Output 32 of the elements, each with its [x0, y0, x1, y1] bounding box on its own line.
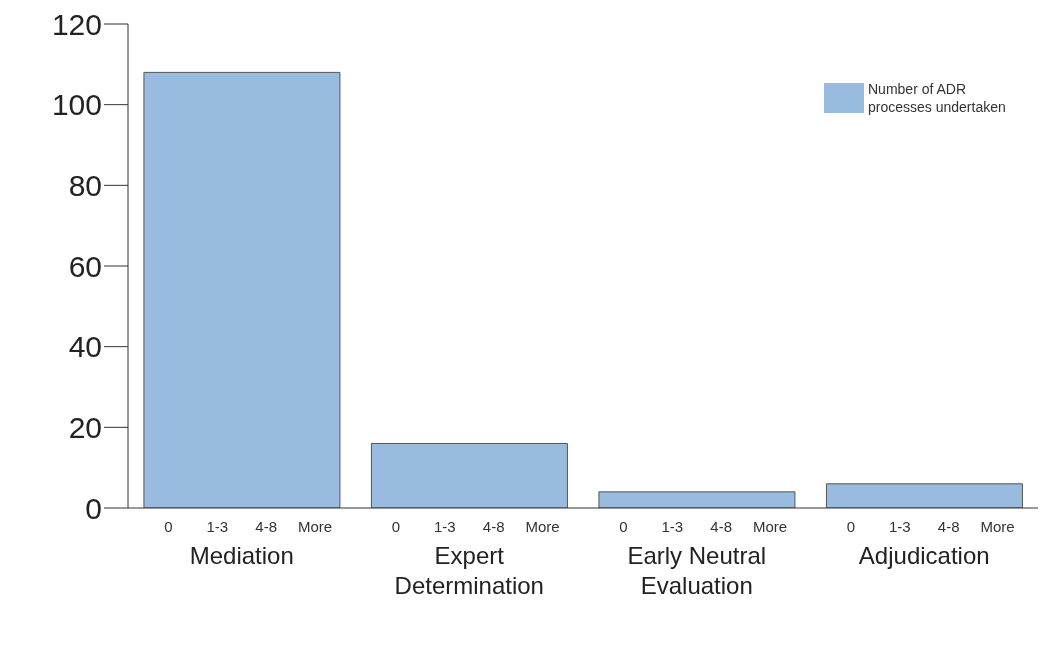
x-tick-label: Early Neutral Evaluation	[627, 542, 767, 599]
x-tick-label: Expert Determination	[394, 542, 544, 599]
y-tick-label: 60	[68, 249, 102, 283]
text: 1-3	[661, 518, 684, 535]
bar	[370, 442, 568, 508]
text: 4-8	[482, 518, 505, 535]
text: 1-3	[888, 518, 911, 535]
y-tick-label: 20	[68, 410, 102, 444]
text: More	[980, 518, 1015, 535]
y-tick-label: 120	[51, 7, 102, 41]
text: More	[525, 518, 560, 535]
x-tick-label: Mediation	[189, 542, 294, 569]
text: More	[753, 518, 788, 535]
y-tick-label: 80	[68, 168, 102, 202]
y-tick-label: 0	[85, 491, 102, 525]
bar	[825, 483, 1023, 508]
text: 0	[391, 518, 401, 535]
legend-label: Number of ADR processes undertaken	[868, 80, 1007, 116]
text: 4-8	[937, 518, 960, 535]
bar	[598, 491, 796, 508]
text: 0	[846, 518, 856, 535]
text: 1-3	[433, 518, 456, 535]
x-tick-label: Adjudication	[858, 542, 990, 569]
text: More	[298, 518, 333, 535]
bar	[143, 71, 341, 508]
text: 0	[619, 518, 628, 535]
text: 4-8	[710, 518, 733, 535]
text: 4-8	[255, 518, 278, 535]
y-tick-label: 40	[68, 330, 102, 364]
text: 0	[164, 518, 173, 535]
text: 1-3	[206, 518, 229, 535]
y-tick-label: 100	[51, 88, 102, 122]
